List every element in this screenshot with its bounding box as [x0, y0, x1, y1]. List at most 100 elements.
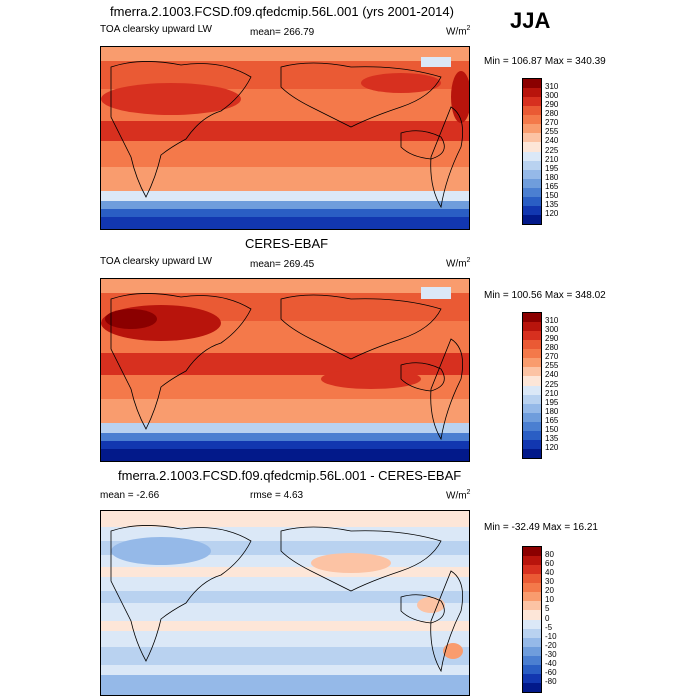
panel1-colorbar — [522, 78, 542, 225]
colorbar-swatch — [523, 403, 541, 413]
colorbar-tick-label: 195 — [545, 163, 559, 173]
colorbar-swatch — [523, 115, 541, 125]
panel2-title: CERES-EBAF — [245, 236, 329, 251]
colorbar-swatch — [523, 88, 541, 98]
colorbar-tick-label: -20 — [545, 640, 557, 650]
colorbar-tick-label: 225 — [545, 145, 559, 155]
panel1-variable-label: TOA clearsky upward LW — [100, 24, 212, 35]
colorbar-swatch — [523, 412, 541, 422]
colorbar-swatch — [523, 664, 541, 674]
colorbar-tick-label: 210 — [545, 388, 559, 398]
colorbar-swatch — [523, 97, 541, 107]
colorbar-swatch — [523, 205, 541, 215]
colorbar-swatch — [523, 637, 541, 647]
colorbar-swatch — [523, 151, 541, 161]
main-title: fmerra.2.1003.FCSD.f09.qfedcmip.56L.001 … — [110, 4, 454, 19]
colorbar-tick-label: 150 — [545, 190, 559, 200]
colorbar-swatch — [523, 655, 541, 665]
colorbar-tick-label: 240 — [545, 136, 559, 146]
season-label: JJA — [510, 8, 551, 33]
colorbar-swatch — [523, 313, 541, 323]
colorbar-tick-label: 255 — [545, 361, 559, 371]
colorbar-tick-label: 165 — [545, 415, 559, 425]
colorbar-tick-label: -80 — [545, 676, 557, 686]
colorbar-tick-label: 120 — [545, 208, 559, 218]
colorbar-tick-label: 135 — [545, 199, 559, 209]
colorbar-swatch — [523, 133, 541, 143]
colorbar-tick-label: -30 — [545, 649, 557, 659]
colorbar-swatch — [523, 187, 541, 197]
panel1-model-map — [100, 46, 470, 230]
panel1-unit-label: W/m2 — [446, 25, 471, 38]
colorbar-swatch — [523, 610, 541, 620]
colorbar-swatch — [523, 196, 541, 206]
colorbar-tick-label: 195 — [545, 397, 559, 407]
panel2-colorbar — [522, 312, 542, 459]
colorbar-tick-label: 0 — [545, 613, 550, 623]
colorbar-tick-label: 270 — [545, 352, 559, 362]
colorbar-swatch — [523, 385, 541, 395]
colorbar-tick-label: 180 — [545, 172, 559, 182]
colorbar-swatch — [523, 322, 541, 332]
colorbar-tick-label: -10 — [545, 631, 557, 641]
colorbar-tick-label: 120 — [545, 442, 559, 452]
colorbar-tick-label: 135 — [545, 433, 559, 443]
colorbar-swatch — [523, 601, 541, 611]
colorbar-tick-label: -40 — [545, 658, 557, 668]
panel3-unit-label: W/m2 — [446, 489, 471, 502]
colorbar-swatch — [523, 178, 541, 188]
colorbar-swatch — [523, 160, 541, 170]
colorbar-swatch — [523, 682, 541, 692]
panel3-minmax-label: Min = -32.49 Max = 16.21 — [484, 522, 598, 533]
panel3-rmse-label: rmse = 4.63 — [250, 490, 304, 501]
colorbar-swatch — [523, 628, 541, 638]
colorbar-tick-label: 240 — [545, 370, 559, 380]
panel2-minmax-label: Min = 100.56 Max = 348.02 — [484, 290, 606, 301]
colorbar-swatch — [523, 619, 541, 629]
colorbar-tick-label: 210 — [545, 154, 559, 164]
colorbar-tick-label: 80 — [545, 550, 554, 560]
colorbar-swatch — [523, 394, 541, 404]
colorbar-tick-label: 180 — [545, 406, 559, 416]
colorbar-swatch — [523, 439, 541, 449]
colorbar-swatch — [523, 367, 541, 377]
colorbar-swatch — [523, 142, 541, 152]
colorbar-swatch — [523, 169, 541, 179]
panel2-mean-label: mean= 269.45 — [250, 259, 315, 270]
colorbar-swatch — [523, 124, 541, 134]
colorbar-swatch — [523, 331, 541, 341]
colorbar-tick-label: 310 — [545, 316, 559, 326]
panel2-unit-label: W/m2 — [446, 257, 471, 270]
panel2-variable-label: TOA clearsky upward LW — [100, 256, 212, 267]
colorbar-swatch — [523, 448, 541, 458]
colorbar-swatch — [523, 106, 541, 116]
colorbar-swatch — [523, 673, 541, 683]
colorbar-tick-label: 255 — [545, 127, 559, 137]
colorbar-tick-label: 300 — [545, 91, 559, 101]
colorbar-swatch — [523, 592, 541, 602]
colorbar-tick-label: 310 — [545, 82, 559, 92]
colorbar-tick-label: 290 — [545, 100, 559, 110]
colorbar-tick-label: 40 — [545, 568, 554, 578]
colorbar-swatch — [523, 430, 541, 440]
panel3-difference-map — [100, 510, 470, 696]
colorbar-tick-label: -60 — [545, 667, 557, 677]
colorbar-tick-label: 270 — [545, 118, 559, 128]
colorbar-swatch — [523, 547, 541, 557]
colorbar-tick-label: 225 — [545, 379, 559, 389]
colorbar-tick-label: 280 — [545, 109, 559, 119]
colorbar-tick-label: 10 — [545, 595, 554, 605]
colorbar-swatch — [523, 79, 541, 89]
colorbar-tick-label: 60 — [545, 559, 554, 569]
colorbar-swatch — [523, 583, 541, 593]
colorbar-tick-label: 290 — [545, 334, 559, 344]
colorbar-tick-label: 30 — [545, 577, 554, 587]
colorbar-swatch — [523, 340, 541, 350]
colorbar-swatch — [523, 421, 541, 431]
colorbar-swatch — [523, 556, 541, 566]
panel1-mean-label: mean= 266.79 — [250, 27, 315, 38]
colorbar-swatch — [523, 376, 541, 386]
panel1-minmax-label: Min = 106.87 Max = 340.39 — [484, 56, 606, 67]
panel3-title: fmerra.2.1003.FCSD.f09.qfedcmip.56L.001 … — [118, 468, 462, 483]
panel3-mean-label: mean = -2.66 — [100, 490, 160, 501]
